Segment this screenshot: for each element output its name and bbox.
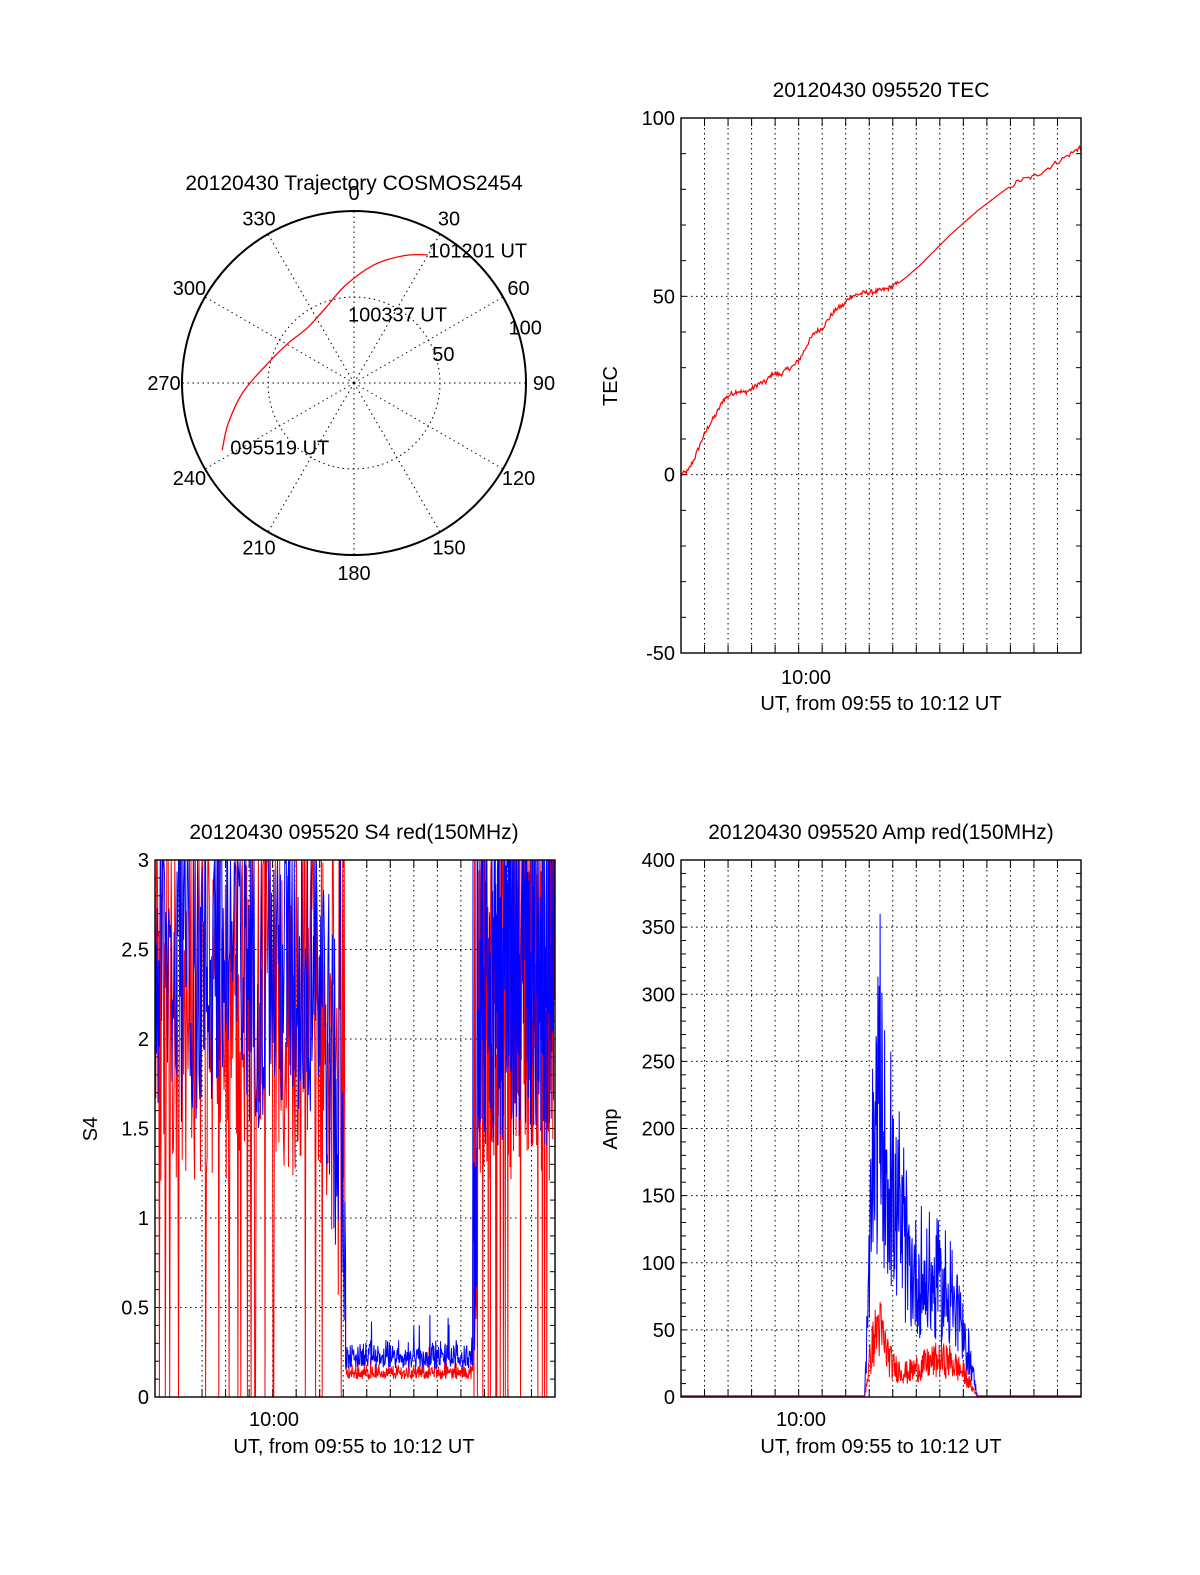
amp-y-tick-label: 400 xyxy=(642,850,675,872)
tec-x-axis-label: UT, from 09:55 to 10:12 UT xyxy=(760,693,1001,715)
polar-title: 20120430 Trajectory COSMOS2454 xyxy=(185,172,523,195)
tec-y-tick-label: 50 xyxy=(653,286,675,308)
s4-y-tick-label: 1 xyxy=(138,1208,149,1230)
polar-azimuth-label: 270 xyxy=(147,373,180,395)
amp-y-tick-label: 0 xyxy=(664,1387,675,1409)
polar-radial-label: 100 xyxy=(509,317,542,339)
s4-y-tick-label: 1.5 xyxy=(121,1119,149,1141)
amp-y-tick-label: 250 xyxy=(642,1051,675,1073)
s4-x-tick-label: 10:00 xyxy=(249,1409,299,1431)
s4-y-tick-label: 2.5 xyxy=(121,940,149,962)
amp-y-tick-label: 50 xyxy=(653,1320,675,1342)
s4-series-blue xyxy=(154,859,556,1370)
amp-series-red xyxy=(681,1302,1081,1398)
tec-series-line xyxy=(680,144,1082,477)
polar-spoke xyxy=(353,382,441,533)
s4-y-tick-label: 2 xyxy=(138,1029,149,1051)
polar-azimuth-label: 30 xyxy=(438,208,460,230)
tec-y-tick-label: 100 xyxy=(642,108,675,130)
polar-radial-label: 50 xyxy=(432,344,454,366)
polar-spoke xyxy=(353,233,441,384)
polar-spoke xyxy=(204,382,355,470)
amp-y-tick-label: 150 xyxy=(642,1186,675,1208)
amp-x-tick-label: 10:00 xyxy=(776,1409,826,1431)
amp-series-layer xyxy=(681,913,1081,1399)
amp-y-tick-label: 100 xyxy=(642,1253,675,1275)
amp-x-axis-label: UT, from 09:55 to 10:12 UT xyxy=(760,1436,1001,1458)
s4-x-axis-label: UT, from 09:55 to 10:12 UT xyxy=(233,1436,474,1458)
trajectory-line xyxy=(221,253,428,451)
amp-grid xyxy=(681,859,1081,1398)
trajectory-annotation: 101201 UT xyxy=(428,240,527,262)
amp-y-tick-label: 200 xyxy=(642,1119,675,1141)
s4-plot-frame xyxy=(154,859,556,1398)
trajectory-annotations: 101201 UT 100337 UT 095519 UT xyxy=(230,240,527,459)
polar-azimuth-label: 150 xyxy=(432,538,465,560)
s4-title: 20120430 095520 S4 red(150MHz) xyxy=(189,821,518,844)
amp-y-tick-label: 350 xyxy=(642,917,675,939)
polar-radial-labels: 50 100 xyxy=(432,317,542,366)
tec-chart: 20120430 095520 TEC -50 0 50 100 10:00 UT, … xyxy=(600,79,1082,715)
polar-spoke xyxy=(204,296,355,384)
amp-plot-frame xyxy=(680,859,1082,1398)
s4-y-ticks: 0 0.5 1 1.5 2 2.5 3 xyxy=(121,850,149,1409)
tec-y-ticks: -50 0 50 100 xyxy=(642,108,675,665)
tec-grid xyxy=(681,117,1081,654)
amp-y-tick-label: 300 xyxy=(642,984,675,1006)
tec-y-tick-label: -50 xyxy=(646,643,675,665)
trajectory-annotation: 095519 UT xyxy=(230,438,329,460)
amp-title: 20120430 095520 Amp red(150MHz) xyxy=(708,821,1054,844)
tec-title: 20120430 095520 TEC xyxy=(773,79,990,102)
polar-spoke xyxy=(267,382,355,533)
amp-chart: 20120430 095520 Amp red(150MHz) 0 50 100 15… xyxy=(600,821,1082,1458)
polar-azimuth-label: 240 xyxy=(173,468,206,490)
polar-azimuth-label: 300 xyxy=(173,278,206,300)
polar-azimuth-label: 210 xyxy=(242,538,275,560)
polar-outer-ring xyxy=(181,210,527,556)
polar-spoke xyxy=(267,233,355,384)
polar-azimuth-label: 0 xyxy=(348,183,359,205)
s4-y-tick-label: 0.5 xyxy=(121,1298,149,1320)
s4-y-axis-label: S4 xyxy=(80,1117,102,1141)
polar-azimuth-label: 60 xyxy=(507,278,529,300)
s4-y-tick-label: 3 xyxy=(138,850,149,872)
polar-azimuth-labels: 0 30 60 90 120 150 180 210 240 270 300 330 xyxy=(147,183,555,585)
tec-x-tick-label: 10:00 xyxy=(781,667,831,689)
tec-series-layer xyxy=(680,144,1082,477)
tec-y-axis-label: TEC xyxy=(600,366,622,406)
polar-spoke xyxy=(353,296,504,384)
polar-azimuth-label: 90 xyxy=(533,373,555,395)
polar-azimuth-label: 330 xyxy=(242,208,275,230)
polar-azimuth-label: 120 xyxy=(502,468,535,490)
polar-trajectory-chart: 20120430 Trajectory COSMOS2454 0 30 60 90 12… xyxy=(147,172,555,585)
polar-azimuth-label: 180 xyxy=(337,563,370,585)
s4-y-tick-label: 0 xyxy=(138,1387,149,1409)
tec-y-tick-label: 0 xyxy=(664,465,675,487)
s4-chart: 20120430 095520 S4 red(150MHz) 0 0.5 1 1.5 2… xyxy=(80,821,556,1458)
amp-y-axis-label: Amp xyxy=(600,1108,622,1149)
trajectory-annotation: 100337 UT xyxy=(348,304,447,326)
polar-grid xyxy=(182,211,526,555)
amp-y-ticks: 0 50 100 150 200 250 300 350 400 xyxy=(642,850,675,1409)
tec-plot-frame xyxy=(680,117,1082,654)
polar-ring-50 xyxy=(267,296,441,470)
